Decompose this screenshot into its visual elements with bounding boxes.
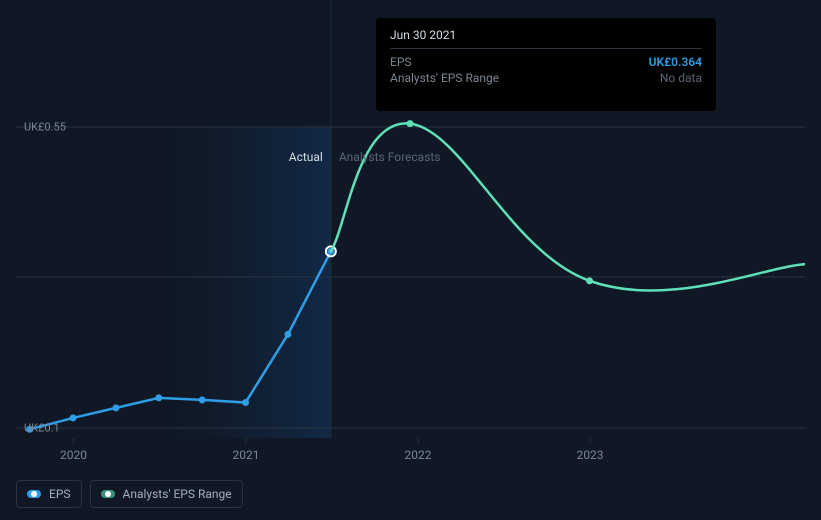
legend-swatch-icon: [27, 490, 41, 498]
eps-chart: Actual Analysts Forecasts Jun 30 2021 EP…: [16, 0, 805, 470]
tooltip-row-label: EPS: [390, 55, 412, 69]
y-tick-label: UK£0.55: [24, 121, 66, 134]
legend-item-eps-range[interactable]: Analysts' EPS Range: [90, 480, 243, 508]
x-tick-label: 2022: [405, 448, 432, 462]
x-tick-label: 2020: [60, 448, 87, 462]
tooltip-date: Jun 30 2021: [390, 28, 702, 42]
legend-item-label: EPS: [49, 487, 71, 501]
chart-tooltip: Jun 30 2021 EPS UK£0.364 Analysts' EPS R…: [376, 18, 716, 111]
y-tick-label: UK£0.1: [24, 421, 60, 434]
chart-legend: EPS Analysts' EPS Range: [16, 480, 243, 508]
legend-item-eps[interactable]: EPS: [16, 480, 82, 508]
x-tick-label: 2023: [577, 448, 604, 462]
legend-swatch-icon: [101, 490, 115, 498]
tooltip-divider: [390, 48, 702, 49]
tooltip-row-label: Analysts' EPS Range: [390, 71, 499, 85]
tooltip-row: EPS UK£0.364: [390, 55, 702, 69]
x-tick-label: 2021: [233, 448, 260, 462]
region-label-forecast: Analysts Forecasts: [339, 150, 441, 164]
tooltip-row-value: UK£0.364: [649, 55, 702, 69]
legend-item-label: Analysts' EPS Range: [123, 487, 232, 501]
tooltip-row-value: No data: [660, 71, 702, 85]
tooltip-row: Analysts' EPS Range No data: [390, 71, 702, 85]
region-label-actual: Actual: [289, 150, 323, 164]
